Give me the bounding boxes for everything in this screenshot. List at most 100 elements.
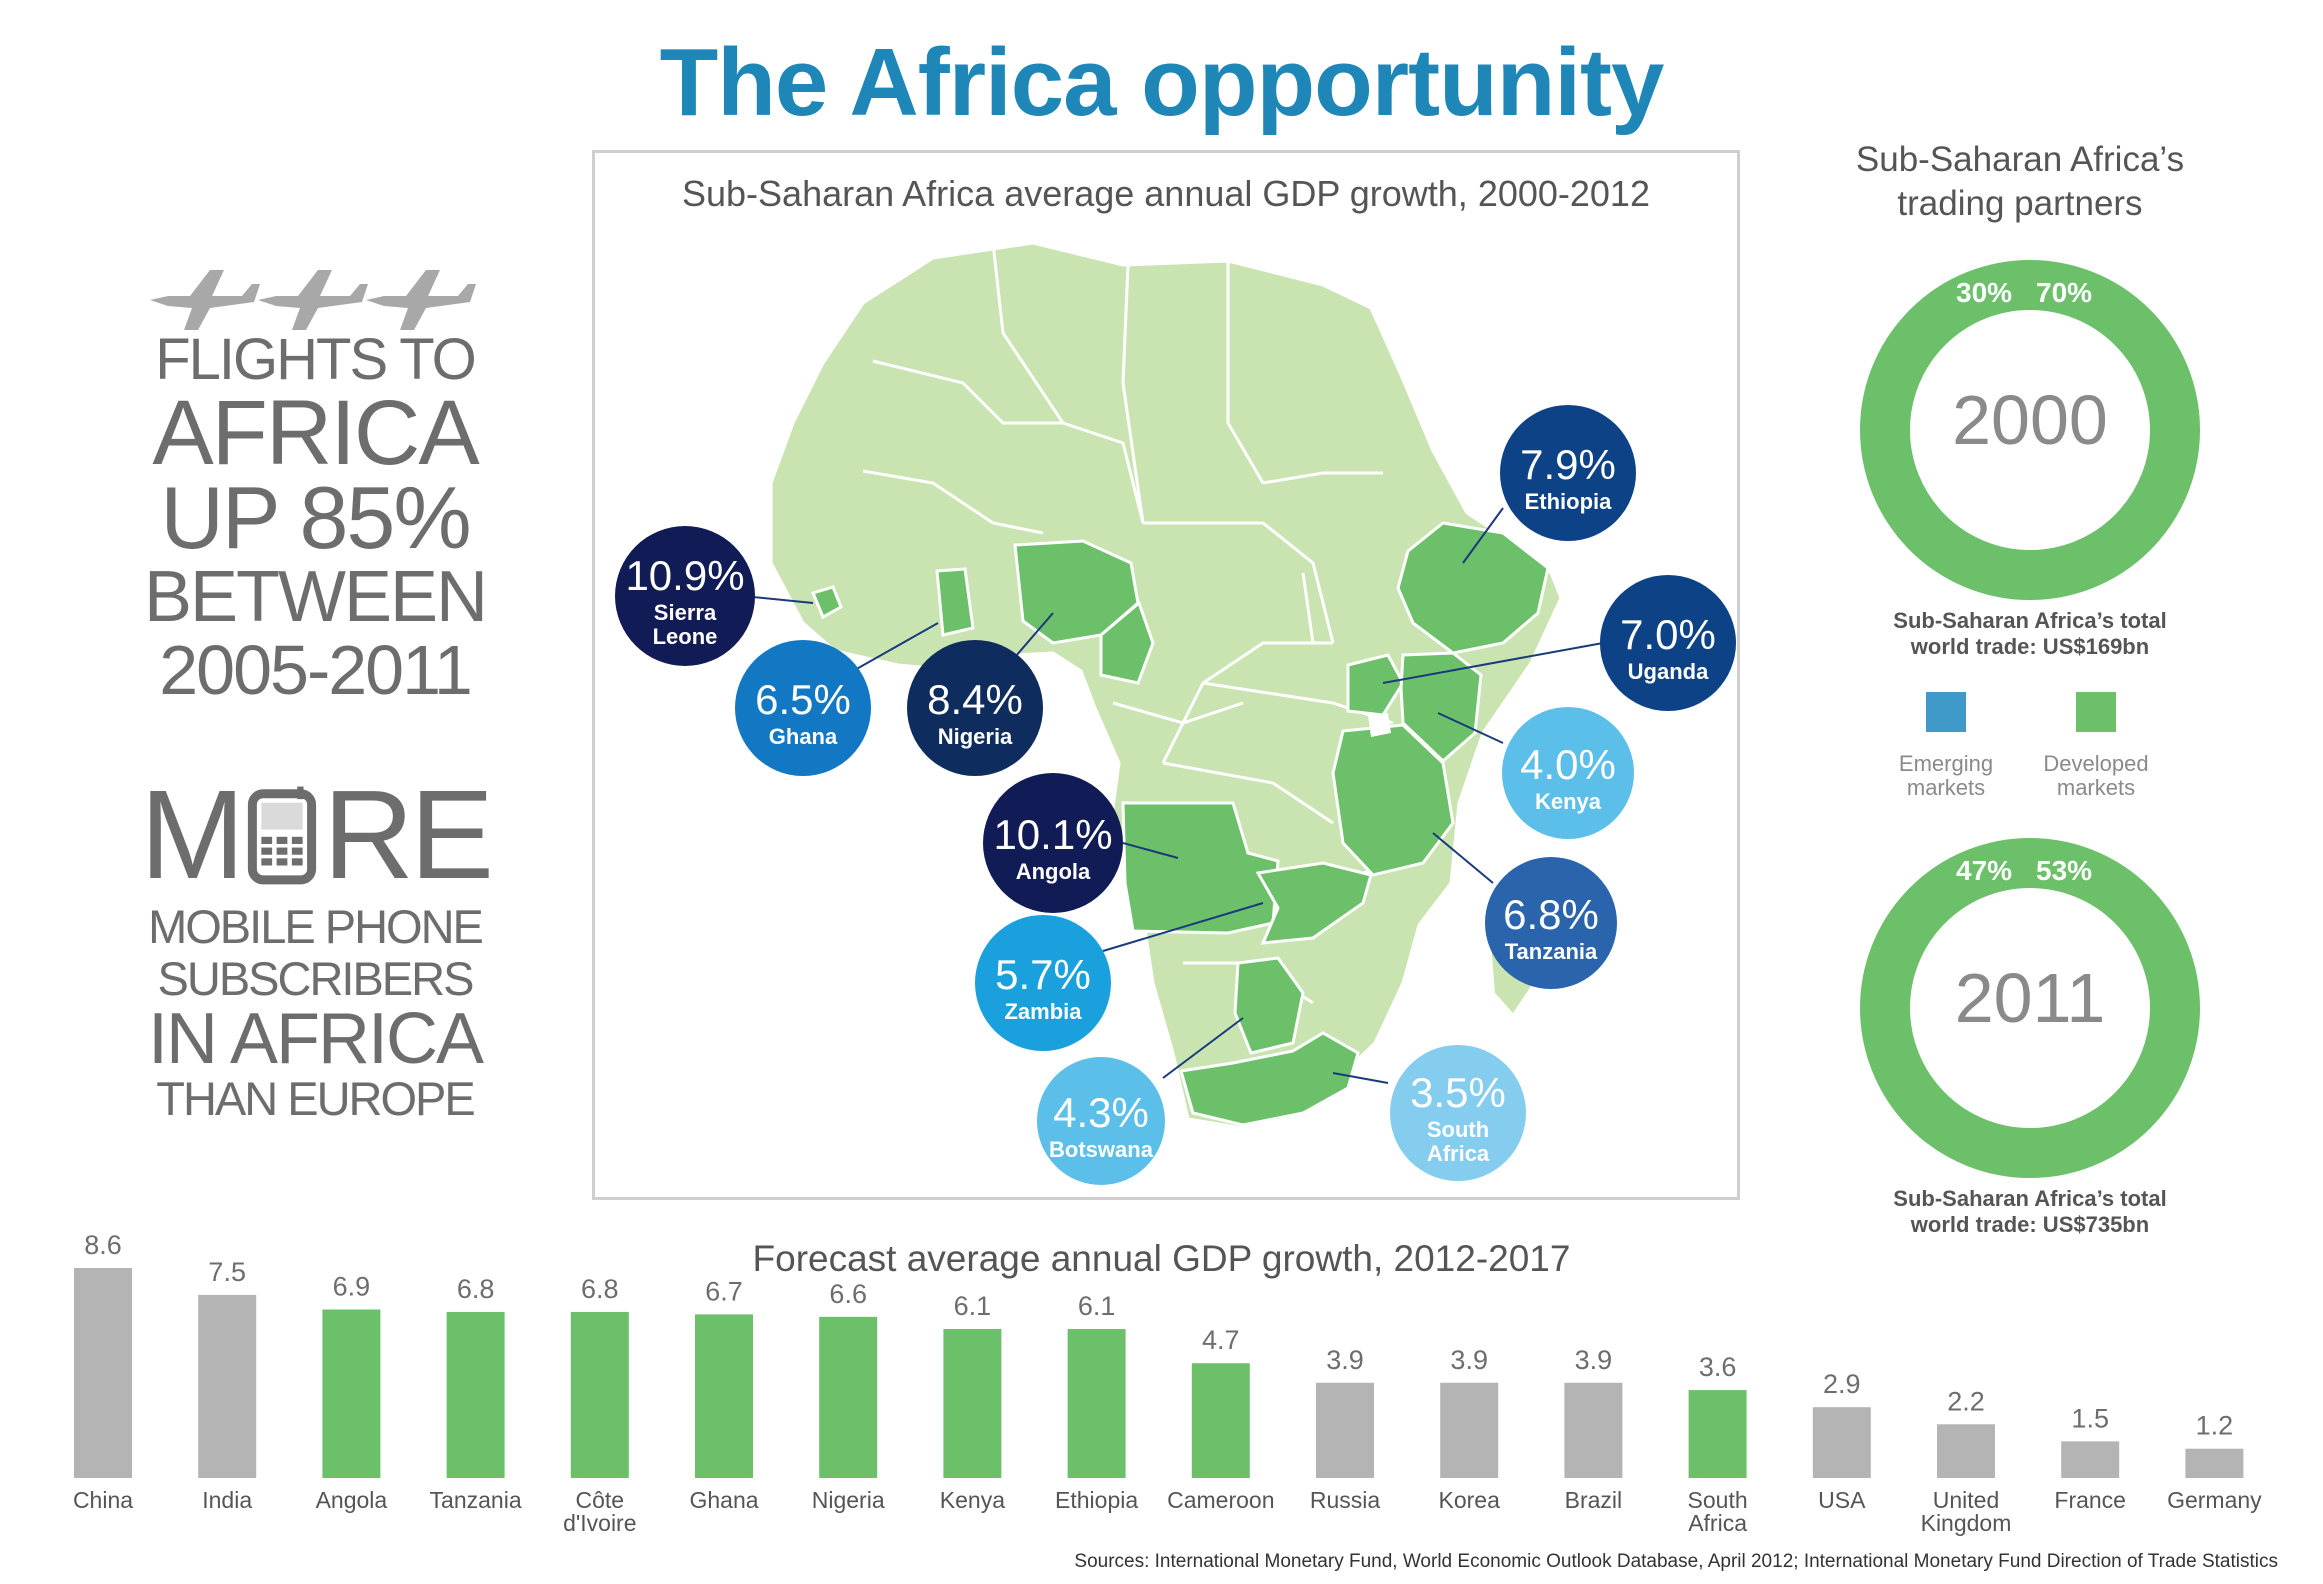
highlighted-countries xyxy=(810,521,1550,1127)
bar-value-label: 6.6 xyxy=(829,1279,867,1309)
legend-swatch-emerging xyxy=(1926,692,1966,732)
legend-label-emerging: Emerging markets xyxy=(1898,751,1994,800)
callout-bubble: 4.0%Kenya xyxy=(1502,707,1634,839)
callout-country: Leone xyxy=(653,624,718,649)
donut-emerging-pct: 47% xyxy=(1956,855,2013,886)
bar xyxy=(1812,1407,1871,1478)
bar-category-label: Ghana xyxy=(689,1487,758,1513)
callout-bubble: 6.8%Tanzania xyxy=(1485,857,1617,989)
callout-bubble: 7.0%Uganda xyxy=(1600,575,1736,711)
callout-country: Uganda xyxy=(1628,659,1709,684)
gdp-map-panel: Sub-Saharan Africa average annual GDP gr… xyxy=(592,150,1740,1200)
donut-ring-developed xyxy=(1860,838,2200,1178)
callout-pct: 4.0% xyxy=(1520,741,1616,788)
callout-circle xyxy=(615,526,755,666)
mobile-text: M RE MOBILE PHONE SUBSCRIBERS IN AFRICA … xyxy=(140,764,494,1125)
bar xyxy=(1564,1382,1623,1478)
country-ethiopia xyxy=(1396,521,1550,655)
callout-circle xyxy=(1600,575,1736,711)
mobile-line: IN AFRICA xyxy=(147,999,484,1079)
mobile-line: THAN EUROPE xyxy=(156,1072,476,1125)
callout-country: Nigeria xyxy=(938,724,1013,749)
callout-country: Kenya xyxy=(1535,789,1602,814)
bar-category-label: Tanzania xyxy=(430,1487,522,1513)
callout-pct: 8.4% xyxy=(927,676,1023,723)
bar-value-label: 1.5 xyxy=(2071,1403,2109,1433)
donut-ring-developed xyxy=(1860,260,2200,600)
bar-category-label: Africa xyxy=(1688,1510,1747,1536)
flights-line: AFRICA xyxy=(152,382,479,484)
callout-country: Zambia xyxy=(1004,999,1082,1024)
bar-category-label: Brazil xyxy=(1565,1487,1623,1513)
donut-developed-pct: 53% xyxy=(2036,855,2093,886)
mobile-line: MOBILE PHONE xyxy=(148,900,484,953)
callout-bubble: 8.4%Nigeria xyxy=(907,640,1043,776)
country-tanzania xyxy=(1331,723,1455,877)
legend-swatch-developed xyxy=(2076,692,2116,732)
more-letter-m: M xyxy=(140,764,245,905)
bar-category-label: Germany xyxy=(2167,1487,2262,1513)
bar xyxy=(819,1316,878,1478)
country-botswana xyxy=(1233,956,1305,1055)
callout-circle xyxy=(1390,1045,1526,1181)
donut-chart-2011 xyxy=(1860,838,2200,1178)
bar-value-label: 4.7 xyxy=(1202,1325,1240,1355)
bar xyxy=(2185,1448,2244,1478)
callout-bubble: 6.5%Ghana xyxy=(735,640,871,776)
donut-caption-2011: Sub-Saharan Africa’s total world trade: … xyxy=(1830,1186,2230,1238)
lake-victoria xyxy=(1368,713,1391,737)
callout-circle xyxy=(1500,405,1636,541)
airplane-icon xyxy=(150,270,476,330)
caption-line: Sub-Saharan Africa’s total xyxy=(1893,1186,2167,1211)
bar-value-label: 2.9 xyxy=(1823,1369,1861,1399)
bar xyxy=(1937,1424,1995,1478)
callout-pct: 6.5% xyxy=(755,676,851,723)
callout-circle xyxy=(907,640,1043,776)
bar xyxy=(1067,1329,1126,1478)
flights-line: FLIGHTS TO xyxy=(155,327,476,392)
bar-category-label: d'Ivoire xyxy=(563,1510,636,1536)
caption-line: Sub-Saharan Africa’s total xyxy=(1893,608,2167,633)
callout-bubble: 5.7%Zambia xyxy=(975,915,1111,1051)
bar-value-label: 3.9 xyxy=(1326,1345,1364,1375)
bar-category-label: United xyxy=(1933,1487,1999,1513)
bar xyxy=(2061,1441,2120,1478)
bar-category-label: Nigeria xyxy=(812,1487,885,1513)
flights-text: FLIGHTS TO AFRICA UP 85% BETWEEN 2005-20… xyxy=(140,327,490,709)
bar xyxy=(1191,1363,1250,1478)
flights-line: UP 85% xyxy=(160,468,471,567)
caption-line: world trade: US$169bn xyxy=(1910,634,2150,659)
callout-pct: 10.1% xyxy=(993,811,1112,858)
country-south-africa xyxy=(1179,1031,1360,1127)
callout-country: South xyxy=(1427,1117,1489,1142)
page-title: The Africa opportunity xyxy=(659,29,1665,136)
bar-category-label: France xyxy=(2054,1487,2126,1513)
bar-category-label: India xyxy=(202,1487,252,1513)
callout-bubble: 4.3%Botswana xyxy=(1037,1057,1165,1185)
bar xyxy=(1688,1390,1747,1478)
bar xyxy=(1316,1382,1374,1478)
bar-category-label: Russia xyxy=(1310,1487,1381,1513)
bar xyxy=(446,1311,505,1478)
country-sierra-leone xyxy=(810,585,843,620)
callout-country: Botswana xyxy=(1049,1137,1154,1162)
bar-category-label: Korea xyxy=(1439,1487,1501,1513)
bar-category-label: Côte xyxy=(576,1487,625,1513)
country-zambia xyxy=(1255,861,1373,945)
bar-category-label: China xyxy=(73,1487,133,1513)
bar xyxy=(322,1309,381,1478)
more-letters-re: RE xyxy=(322,764,494,905)
donut-year-2011: 2011 xyxy=(1954,959,2106,1037)
callout-circle xyxy=(1485,857,1617,989)
callout-pct: 7.0% xyxy=(1620,611,1716,658)
bar-category-label: Angola xyxy=(316,1487,388,1513)
bar xyxy=(74,1268,132,1478)
bar-category-label: Kingdom xyxy=(1921,1510,2012,1536)
bar-category-label: USA xyxy=(1818,1487,1866,1513)
callout-bubble: 7.9%Ethiopia xyxy=(1500,405,1636,541)
flights-line: 2005-2011 xyxy=(159,631,473,709)
callout-circle xyxy=(983,773,1123,913)
